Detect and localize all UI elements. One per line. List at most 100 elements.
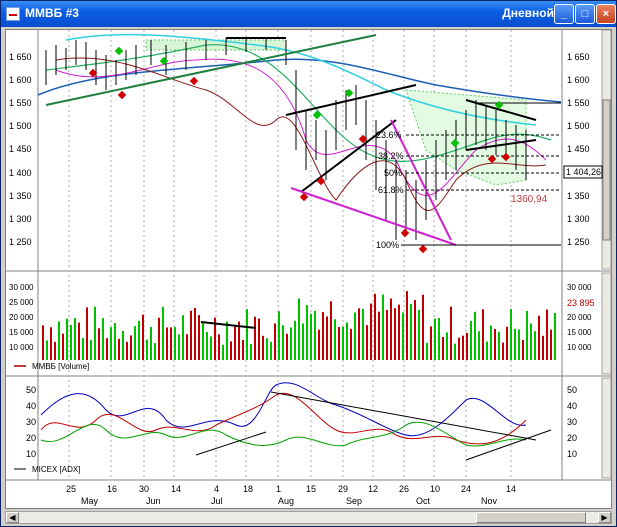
- adx-scrollbar[interactable]: [601, 377, 612, 479]
- volume-bar: [106, 338, 108, 360]
- volume-tick: 10 000: [9, 343, 34, 352]
- scroll-right-icon[interactable]: ▶: [598, 512, 611, 523]
- volume-bar: [146, 339, 148, 360]
- volume-bar: [338, 326, 340, 360]
- support-price-label: 1360,94: [511, 194, 548, 205]
- volume-bar: [438, 317, 440, 360]
- volume-bar: [54, 341, 56, 360]
- volume-bars: [42, 291, 556, 360]
- volume-bar: [270, 341, 272, 360]
- price-tick: 1 450: [9, 144, 32, 154]
- minimize-button[interactable]: _: [554, 4, 574, 24]
- volume-bar: [430, 326, 432, 360]
- maximize-button[interactable]: □: [575, 4, 595, 24]
- volume-tick: 15 000: [9, 328, 34, 337]
- trend-line[interactable]: [390, 119, 452, 241]
- volume-bar: [98, 328, 100, 360]
- volume-bar: [274, 323, 276, 360]
- adx-trend-line[interactable]: [270, 391, 537, 441]
- month-label: Aug: [278, 496, 294, 506]
- fib-label: 50%: [384, 168, 402, 178]
- volume-bar: [406, 291, 408, 360]
- chart-canvas[interactable]: 1 650 1 600 1 550 1 500 1 450 1 400 1 35…: [6, 29, 612, 508]
- volume-bar: [374, 293, 376, 360]
- period-label[interactable]: Дневной: [502, 6, 554, 20]
- volume-last-value: 23 895: [567, 298, 595, 308]
- volume-bar: [390, 298, 392, 360]
- scroll-thumb[interactable]: [476, 512, 586, 523]
- volume-tick: 20 000: [9, 313, 34, 322]
- price-tick: 1 650: [9, 52, 32, 62]
- day-label: 25: [66, 484, 76, 494]
- volume-bar: [130, 335, 132, 360]
- close-button[interactable]: ×: [596, 4, 616, 24]
- fib-label: 100%: [376, 240, 399, 250]
- volume-bar: [450, 306, 452, 360]
- volume-bar: [306, 305, 308, 360]
- volume-bar: [214, 317, 216, 360]
- adx-trend-line[interactable]: [465, 429, 552, 461]
- volume-bar: [154, 343, 156, 360]
- trend-line[interactable]: [45, 34, 377, 106]
- volume-bar: [310, 313, 312, 360]
- trend-line[interactable]: [300, 119, 397, 193]
- volume-bar: [354, 312, 356, 360]
- chart-area[interactable]: 1 650 1 600 1 550 1 500 1 450 1 400 1 35…: [5, 29, 612, 509]
- volume-bar: [498, 331, 500, 360]
- volume-bar: [162, 306, 164, 360]
- volume-bar: [194, 307, 196, 360]
- volume-bar: [514, 328, 516, 360]
- day-label: 26: [399, 484, 409, 494]
- volume-bar: [238, 321, 240, 360]
- volume-bar: [86, 307, 88, 360]
- adx-panel[interactable]: 50 40 30 20 10 50 40 30 20 10: [14, 382, 577, 474]
- volume-tick: 30 000: [9, 283, 34, 292]
- volume-bar: [518, 329, 520, 360]
- volume-bar: [190, 310, 192, 360]
- volume-bar: [362, 308, 364, 360]
- trend-line[interactable]: [465, 139, 537, 151]
- volume-tick-right: 30 000: [567, 283, 592, 292]
- horizontal-scrollbar[interactable]: ◀ ▶: [5, 511, 612, 524]
- app-chart-icon: [6, 7, 20, 21]
- volume-bar: [58, 321, 60, 360]
- day-label: 30: [139, 484, 149, 494]
- volume-panel[interactable]: 30 000 25 000 20 000 15 000 10 000 30 00…: [9, 283, 595, 371]
- volume-bar: [466, 332, 468, 360]
- title-bar[interactable]: ММВБ #3 Дневной _ □ ×: [1, 1, 616, 27]
- volume-bar: [158, 317, 160, 360]
- volume-bar: [542, 335, 544, 360]
- volume-trend-line[interactable]: [200, 321, 257, 329]
- price-tick-right: 1 450: [567, 144, 590, 154]
- volume-bar: [50, 327, 52, 360]
- trend-line[interactable]: [285, 84, 417, 116]
- volume-bar: [318, 329, 320, 360]
- price-tick: 1 300: [9, 214, 32, 224]
- volume-bar: [70, 325, 72, 360]
- adx-tick-right: 10: [567, 449, 577, 459]
- month-label: Nov: [481, 496, 498, 506]
- volume-bar: [250, 344, 252, 360]
- day-label: 14: [506, 484, 516, 494]
- volume-bar: [42, 325, 44, 360]
- month-label: Jun: [146, 496, 161, 506]
- trend-line[interactable]: [290, 187, 457, 246]
- adx-tick: 40: [26, 401, 36, 411]
- volume-bar: [74, 318, 76, 360]
- volume-scrollbar[interactable]: [601, 272, 612, 375]
- volume-bar: [526, 310, 528, 360]
- volume-bar: [222, 344, 224, 360]
- volume-bar: [94, 306, 96, 360]
- scroll-left-icon[interactable]: ◀: [6, 512, 19, 523]
- volume-bar: [510, 308, 512, 360]
- window-title: ММВБ #3: [25, 6, 79, 20]
- price-panel[interactable]: 1 650 1 600 1 550 1 500 1 450 1 400 1 35…: [9, 33, 603, 254]
- price-tick-right: 1 500: [567, 121, 590, 131]
- volume-bar: [286, 333, 288, 360]
- fib-label: 61.8%: [378, 185, 404, 195]
- volume-bar: [186, 334, 188, 360]
- adx-trend-line[interactable]: [195, 431, 267, 456]
- price-tick-right: 1 600: [567, 75, 590, 85]
- volume-bar: [534, 331, 536, 360]
- day-label: 4: [214, 484, 219, 494]
